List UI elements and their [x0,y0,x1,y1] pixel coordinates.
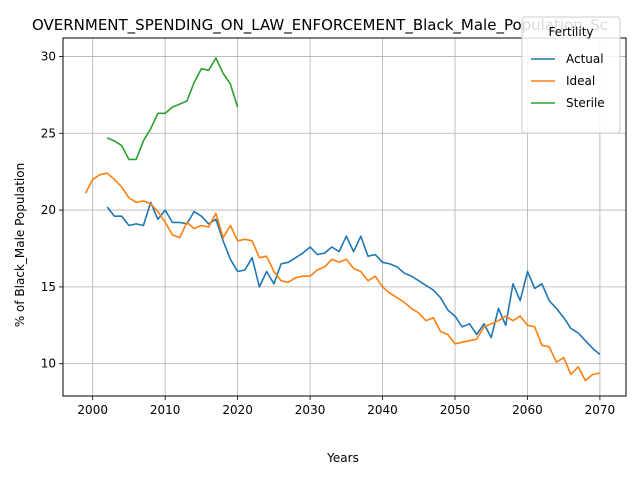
legend-label-sterile: Sterile [566,96,605,110]
y-tick-label: 10 [41,357,56,371]
series-line-ideal [84,172,601,382]
legend-box [521,16,621,134]
x-tick-label: 2030 [295,403,326,417]
legend-label-ideal: Ideal [566,74,595,88]
series-line-sterile [106,57,239,161]
x-tick-label: 2060 [512,403,543,417]
x-tick-label: 2070 [585,403,616,417]
legend-title: Fertility [548,25,593,39]
x-tick-label: 2040 [367,403,398,417]
x-tick-label: 2000 [77,403,108,417]
x-tick-label: 2050 [440,403,471,417]
plot-frame [62,37,627,397]
y-tick-label: 20 [41,203,56,217]
x-tick-label: 2010 [150,403,181,417]
y-axis: 10 15 20 25 30 [41,49,63,371]
x-tick-label: 2020 [222,403,253,417]
y-tick-label: 15 [41,280,56,294]
legend-label-actual: Actual [566,52,604,66]
legend: Fertility Actual Ideal Sterile [521,16,621,134]
x-axis-label: Years [326,451,359,465]
x-axis: 2000 2010 2020 2030 2040 2050 2060 2070 [77,396,615,417]
y-tick-label: 25 [41,126,56,140]
series-line-actual [106,201,601,356]
y-axis-label: % of Black_Male Population [13,163,27,327]
chart-title: OVERNMENT_SPENDING_ON_LAW_ENFORCEMENT_Bl… [32,16,608,35]
y-tick-label: 30 [41,49,56,63]
series-lines [84,57,601,382]
